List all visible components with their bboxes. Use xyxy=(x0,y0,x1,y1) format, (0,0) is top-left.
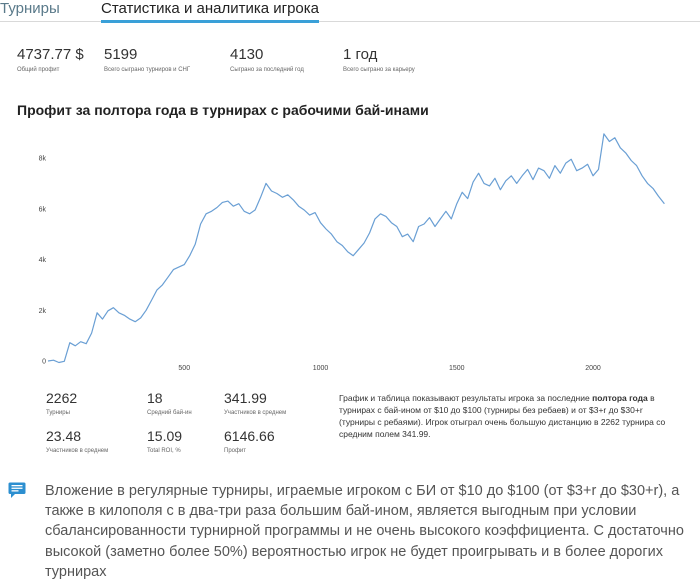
tab-tournaments[interactable]: Турниры xyxy=(0,0,60,17)
detail-value: 341.99 xyxy=(224,390,267,406)
detail-label: Турниры xyxy=(46,410,70,416)
detail-value: 2262 xyxy=(46,390,78,406)
stat-last-year: 4130 Сыграно за последний год xyxy=(230,46,304,74)
results-description: График и таблица показывают результаты и… xyxy=(339,392,669,440)
x-tick-label: 1500 xyxy=(449,365,465,372)
y-axis: 0 2k 4k 6k 8k xyxy=(39,156,47,366)
tab-stats-label: Статистика и аналитика игрока xyxy=(101,0,320,17)
detail-value: 23.48 xyxy=(46,428,82,444)
y-tick-label: 6k xyxy=(39,206,47,213)
detail-label: Участников в среднем xyxy=(224,410,287,416)
description-part2: в турнирах с бай-ином от $10 до $100 (ту… xyxy=(339,393,666,439)
detail-label: Total ROI, % xyxy=(147,448,181,454)
detail-label: Средний бай-ин xyxy=(147,410,192,416)
stat-label: Сыграно за последний год xyxy=(230,67,304,73)
description-bold: полтора года xyxy=(592,393,648,403)
profit-line xyxy=(47,133,665,364)
detail-roi: 15.09 Total ROI, % xyxy=(147,428,182,455)
active-tab-indicator xyxy=(101,20,320,23)
x-axis: 500 1000 1500 2000 xyxy=(178,365,600,372)
detail-avg-field-2: 23.48 Участников в среднем xyxy=(46,428,108,455)
detail-tournaments: 2262 Турниры xyxy=(46,390,77,417)
y-tick-label: 4k xyxy=(39,257,47,264)
stat-total-played: 5199 Всего сыграно турниров и СНГ xyxy=(104,46,190,74)
y-tick-label: 0 xyxy=(42,359,46,366)
detail-avg-field: 341.99 Участников в среднем xyxy=(224,390,286,417)
profit-chart: 0 2k 4k 6k 8k 500 1000 1500 2000 xyxy=(39,133,665,372)
stat-label: Всего сыграно за карьеру xyxy=(343,67,415,73)
stat-career: 1 год Всего сыграно за карьеру xyxy=(343,46,415,74)
comment-icon xyxy=(8,482,26,498)
stat-value: 1 год xyxy=(343,46,378,63)
stat-total-profit: 4737.77 $ Общий профит xyxy=(17,46,84,74)
y-tick-label: 2k xyxy=(39,308,47,315)
y-tick-label: 8k xyxy=(39,156,47,163)
detail-label: Участников в среднем xyxy=(46,448,109,454)
stat-value: 4737.77 $ xyxy=(17,46,84,63)
tab-stats[interactable]: Статистика и аналитика игрока xyxy=(101,0,320,23)
detail-avg-buyin: 18 Средний бай-ин xyxy=(147,390,192,417)
stat-label: Всего сыграно турниров и СНГ xyxy=(104,67,191,73)
detail-profit: 6146.66 Профит xyxy=(224,428,275,455)
stat-value: 5199 xyxy=(104,46,138,63)
detail-value: 6146.66 xyxy=(224,428,275,444)
description-part1: График и таблица показывают результаты и… xyxy=(339,393,593,403)
chart-title: Профит за полтора года в турнирах с рабо… xyxy=(17,102,429,118)
comment-text: Вложение в регулярные турниры, играемые … xyxy=(45,483,684,580)
x-tick-label: 2000 xyxy=(585,365,601,372)
tab-bar: Турниры Статистика и аналитика игрока xyxy=(0,0,700,23)
stat-value: 4130 xyxy=(230,46,264,63)
x-tick-label: 1000 xyxy=(313,365,329,372)
detail-value: 18 xyxy=(147,390,163,406)
x-tick-label: 500 xyxy=(178,365,190,372)
detail-value: 15.09 xyxy=(147,428,183,444)
detail-label: Профит xyxy=(224,448,247,454)
stat-label: Общий профит xyxy=(17,67,60,73)
